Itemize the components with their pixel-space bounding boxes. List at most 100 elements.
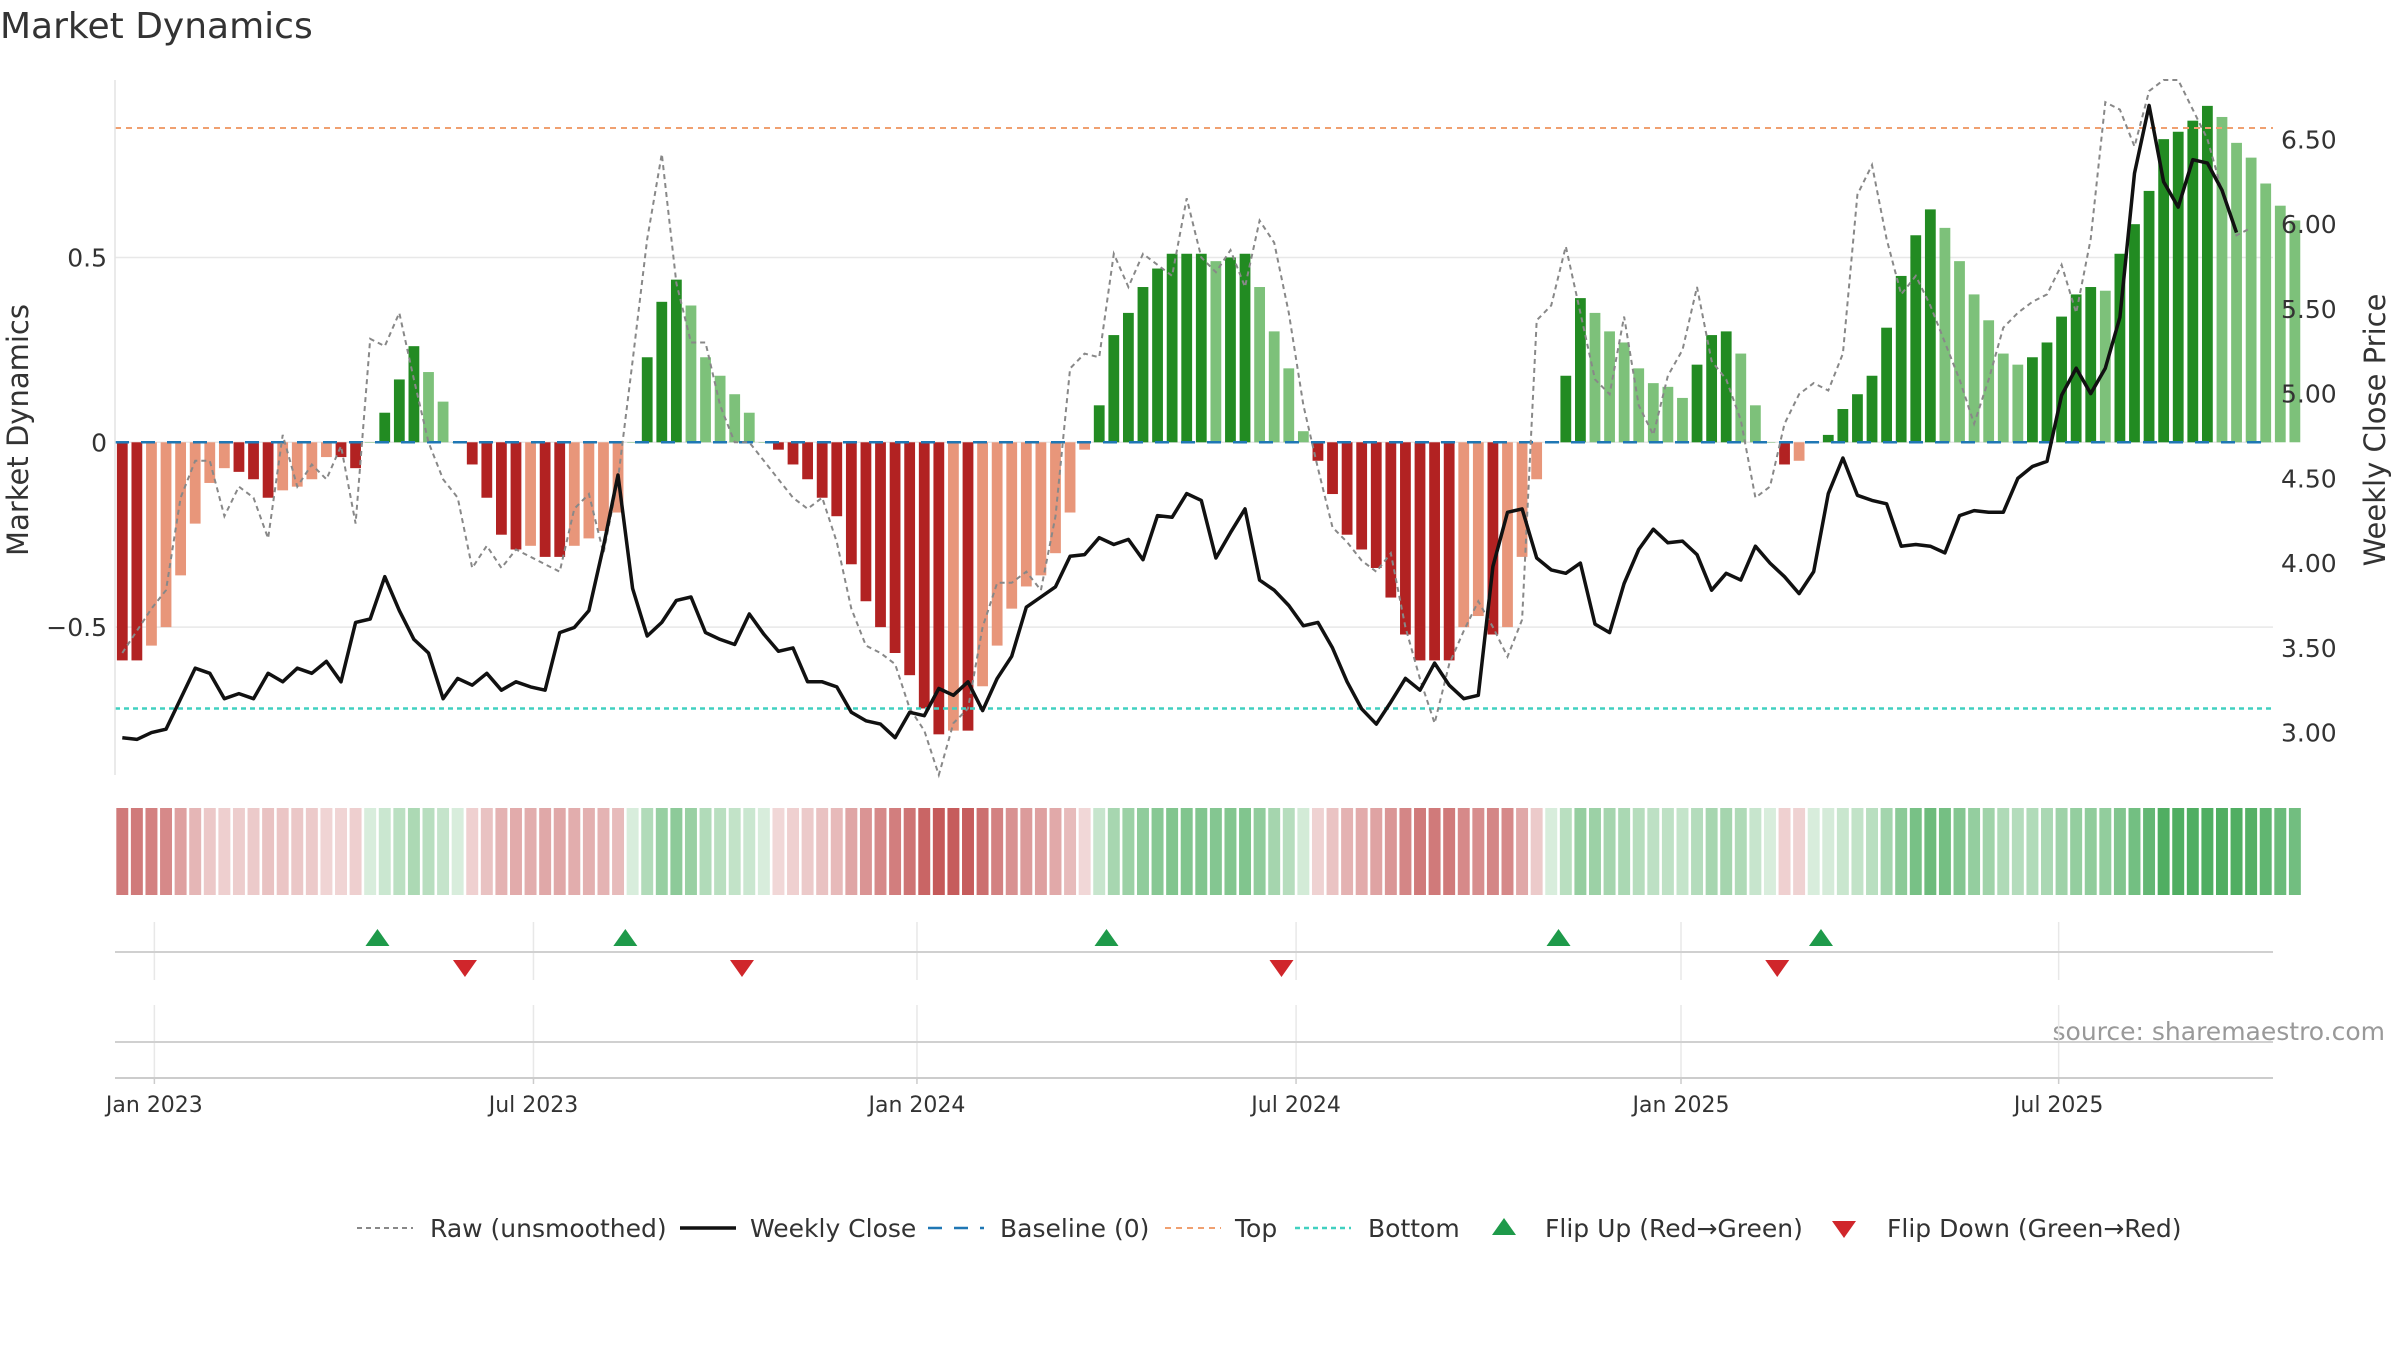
chart-title: Market Dynamics: [0, 6, 313, 47]
dynamics-bar: [1502, 442, 1513, 628]
dynamics-bar: [1239, 253, 1251, 443]
heat-strip-cell: [1180, 808, 1193, 895]
legend-label: Bottom: [1368, 1214, 1460, 1243]
heat-strip-cell: [1472, 808, 1485, 895]
x-tick-label: Jan 2023: [104, 1093, 203, 1118]
y2-tick-label: 3.50: [2281, 634, 2337, 663]
dynamics-bar: [1677, 397, 1688, 443]
flip-down-marker: [729, 960, 754, 977]
heat-strip-cell: [495, 808, 508, 895]
dynamics-bar: [933, 442, 945, 735]
dynamics-bar: [1268, 331, 1280, 443]
dynamics-bar: [1020, 442, 1032, 587]
heat-strip-cell: [1355, 808, 1368, 895]
heat-strip-cell: [407, 808, 420, 895]
heat-strip-cell: [845, 808, 858, 895]
dynamics-bar: [379, 412, 391, 443]
heat-strip-cell: [830, 808, 843, 895]
dynamics-bar: [1968, 294, 1980, 443]
dynamics-bar: [116, 442, 128, 661]
heat-strip-cell: [2011, 808, 2024, 895]
legend-entry-top: Top: [1165, 1214, 1277, 1243]
dynamics-bar: [1837, 409, 1849, 443]
heat-strip-cell: [510, 808, 522, 895]
y2-tick-label: 4.50: [2281, 464, 2337, 493]
dynamics-bar: [1939, 227, 1951, 443]
dynamics-bar: [2245, 157, 2257, 443]
dynamics-bar: [1050, 442, 1061, 554]
dynamics-bar: [568, 442, 580, 546]
heat-strip-cell: [378, 808, 391, 895]
heat-strip-cell: [1691, 808, 1704, 895]
dynamics-bar: [904, 442, 916, 676]
dynamics-bar: [2172, 131, 2184, 443]
dynamics-bar: [802, 442, 813, 480]
dynamics-bar: [1997, 353, 2009, 443]
heat-strip-cell: [582, 808, 595, 895]
heat-strip-cell: [145, 808, 158, 895]
dynamics-bar: [1370, 442, 1382, 568]
heat-strip-cell: [991, 808, 1004, 895]
heat-strip-cell: [1341, 808, 1354, 895]
dynamics-bar: [1122, 312, 1134, 443]
heat-strip-cell: [1326, 808, 1339, 895]
x-tick-label: Jul 2023: [487, 1093, 579, 1118]
dynamics-bar: [1764, 442, 1776, 443]
dynamics-bar: [423, 372, 434, 443]
dynamics-bar: [627, 442, 639, 443]
heat-strip-cell: [918, 808, 931, 895]
legend-label: Baseline (0): [1000, 1214, 1149, 1243]
heat-strip-cell: [787, 808, 799, 895]
heat-strip-cell: [1895, 808, 1908, 895]
flip-markers-panel: [115, 922, 2273, 980]
dynamics-bar: [2216, 116, 2228, 443]
dynamics-bar: [816, 442, 828, 498]
legend-entry-flip_down: Flip Down (Green→Red): [1832, 1214, 2182, 1243]
dynamics-bar: [743, 412, 755, 443]
dynamics-bar: [1618, 342, 1630, 443]
x-axis: Jan 2023 Jul 2023 Jan 2024 Jul 2024 Jan 2025…: [104, 1077, 2273, 1118]
dynamics-bar: [2187, 120, 2199, 443]
heat-strip-cell: [2172, 808, 2185, 895]
heat-strip-cell: [1851, 808, 1864, 895]
legend-entry-flip_up: Flip Up (Red→Green): [1492, 1214, 1803, 1243]
heat-strip-cell: [1443, 808, 1456, 895]
dynamics-bar: [408, 346, 420, 443]
dynamics-bar: [466, 442, 478, 465]
dynamics-bar: [583, 442, 595, 539]
heat-strip-cell: [2259, 808, 2272, 895]
heat-strip-cell: [539, 808, 552, 895]
heat-strip-cell: [1486, 808, 1499, 895]
dynamics-bar: [1035, 442, 1047, 576]
heat-strip-cell: [130, 808, 143, 895]
heat-strip-cell: [1603, 808, 1616, 895]
dynamics-bar: [1822, 434, 1834, 443]
legend-label: Top: [1234, 1214, 1277, 1243]
legend-label: Flip Up (Red→Green): [1545, 1214, 1803, 1243]
dynamics-bar: [2201, 105, 2213, 443]
heat-strip-cell: [1166, 808, 1179, 895]
heat-strip-cell: [641, 808, 654, 895]
heat-strip-cell: [189, 808, 202, 895]
heat-strip-cell: [1836, 808, 1849, 895]
raw-unsmoothed-line: [121, 79, 2252, 779]
dynamics-bar: [1793, 442, 1805, 461]
heat-strip-cell: [2245, 808, 2258, 895]
heat-strip-cell: [2201, 808, 2214, 895]
heat-strip-cell: [1749, 808, 1762, 895]
dynamics-bar: [306, 442, 318, 480]
dynamics-bar: [1356, 442, 1368, 550]
flip-up-marker: [365, 929, 390, 946]
heat-strip-cell: [1457, 808, 1470, 895]
dynamics-bar: [656, 301, 668, 443]
dynamics-bar: [1881, 327, 1892, 443]
heat-strip-cell: [1107, 808, 1120, 895]
heat-strip-cell: [524, 808, 537, 895]
dynamics-bar: [393, 379, 405, 443]
heat-strip-cell: [1763, 808, 1776, 895]
dynamics-bar: [948, 442, 959, 731]
dynamics-bar: [1662, 386, 1674, 443]
x-tick-label: Jan 2025: [1631, 1093, 1730, 1118]
dynamics-bar: [1458, 442, 1470, 628]
dynamics-bar: [1910, 235, 1922, 443]
